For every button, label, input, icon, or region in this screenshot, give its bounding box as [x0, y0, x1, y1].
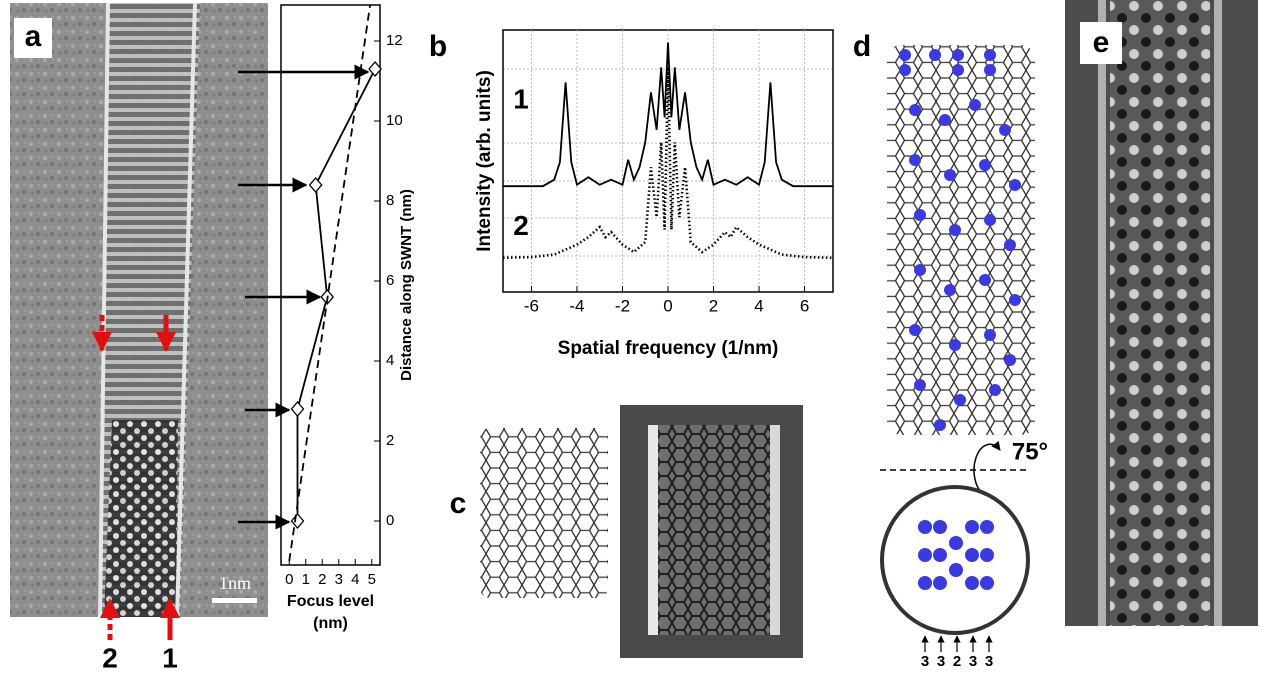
- x-tick-label: 3: [335, 571, 343, 588]
- x-tick-label: 4: [754, 296, 763, 315]
- x-axis-label: Spatial frequency (1/nm): [558, 338, 779, 359]
- x-tick-label: 6: [800, 296, 809, 315]
- y-tick-label: 0: [386, 512, 394, 529]
- x-tick-label: -6: [524, 296, 539, 315]
- arrow-label: 2: [102, 642, 118, 673]
- y-tick-label: 2: [386, 432, 394, 449]
- series-label: 1: [513, 84, 529, 115]
- rotation-angle: 75°: [1012, 438, 1048, 465]
- column-count: 3: [921, 653, 929, 670]
- y-tick-label: 10: [386, 112, 403, 129]
- y-axis-label: Intensity (arb. units): [474, 70, 495, 252]
- series-line: [296, 68, 376, 521]
- data-point: [308, 177, 323, 193]
- y-tick-label: 12: [386, 32, 403, 49]
- panel-label: d: [853, 30, 871, 63]
- red-arrows: [92, 315, 180, 640]
- series-line: [288, 4, 371, 562]
- x-tick-label: -4: [569, 296, 584, 315]
- plot-frame: [280, 4, 381, 566]
- data-point: [368, 61, 382, 77]
- panel-label: a: [25, 20, 42, 53]
- panel-a-image: [10, 2, 268, 618]
- x-tick-label: 5: [368, 571, 376, 588]
- y-tick-label: 6: [386, 272, 394, 289]
- panel-label: c: [450, 487, 467, 520]
- x-axis-label: Focus level: [287, 593, 374, 610]
- column-count: 2: [953, 653, 961, 670]
- x-tick-label: 0: [663, 296, 672, 315]
- column-count: 3: [985, 653, 993, 670]
- data-point: [290, 401, 305, 417]
- column-count: 3: [969, 653, 977, 670]
- series-line: [502, 67, 834, 260]
- series-label: 2: [513, 210, 529, 241]
- panel-label: b: [429, 30, 447, 63]
- x-axis-label: (nm): [313, 615, 348, 632]
- panel-e-image: [1065, 0, 1258, 626]
- x-tick-label: 1: [302, 571, 310, 588]
- series-line: [503, 42, 833, 188]
- x-tick-label: 2: [709, 296, 718, 315]
- column-count: 3: [937, 653, 945, 670]
- panel-d-tube: [880, 45, 1035, 652]
- arrow-label: 1: [162, 642, 178, 673]
- y-tick-label: 4: [386, 352, 394, 369]
- x-tick-label: -2: [615, 296, 630, 315]
- scale-bar-label: 1nm: [219, 573, 251, 593]
- y-tick-label: 8: [386, 192, 394, 209]
- x-tick-label: 4: [351, 571, 359, 588]
- x-tick-label: 0: [285, 571, 293, 588]
- panel-label: e: [1093, 26, 1110, 59]
- x-tick-label: 2: [318, 571, 326, 588]
- data-point: [290, 513, 305, 529]
- panel-c-drawing: [480, 405, 803, 658]
- y-axis-label: Distance along SWNT (nm): [398, 189, 415, 381]
